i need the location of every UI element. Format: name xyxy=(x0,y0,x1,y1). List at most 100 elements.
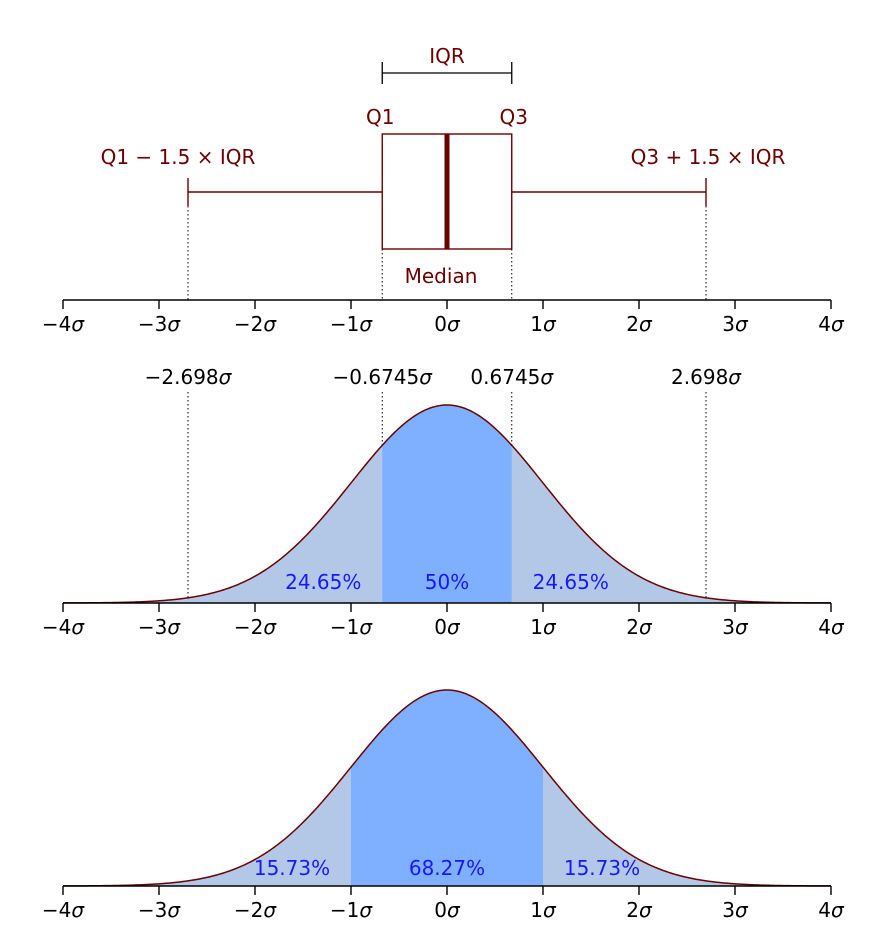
upper-whisker-label: Q3 + 1.5 × IQR xyxy=(631,145,786,169)
axis-tick-label-sigma: σ xyxy=(543,312,557,336)
axis-tick-label: 4σ xyxy=(818,615,845,639)
axis-tick-label-sigma: σ xyxy=(167,615,181,639)
shaded-region-center xyxy=(351,690,543,886)
axis-tick-label-sigma: σ xyxy=(543,615,557,639)
axis-tick-label-sigma: σ xyxy=(263,312,277,336)
axis-tick-label-number: −2 xyxy=(234,312,263,336)
axis-tick-label-number: −3 xyxy=(138,615,167,639)
boundary-label-number: −0.6745 xyxy=(333,365,420,389)
axis-tick-label-sigma: σ xyxy=(831,312,845,336)
axis-tick-label: 4σ xyxy=(818,898,845,922)
boundary-label: 0.6745σ xyxy=(470,365,554,389)
axis-tick-label-sigma: σ xyxy=(263,615,277,639)
axis-tick-label-sigma: σ xyxy=(639,898,653,922)
axis-tick-label-sigma: σ xyxy=(359,312,373,336)
axis-tick-label-number: 0 xyxy=(434,615,447,639)
axis-tick-label: 3σ xyxy=(722,615,749,639)
boundary-label: −2.698σ xyxy=(145,365,233,389)
axis-tick-label-number: −1 xyxy=(330,898,359,922)
axis-tick-label: 0σ xyxy=(434,898,461,922)
axis-tick-label-number: −4 xyxy=(42,312,71,336)
axis-tick-label-sigma: σ xyxy=(543,898,557,922)
quartile-boundary-labels: −2.698σ −0.6745σ 0.6745σ 2.698σ xyxy=(145,365,743,389)
axis-tick-label: −4σ xyxy=(42,898,85,922)
axis-tick-label-sigma: σ xyxy=(831,615,845,639)
axis-tick-label-number: 3 xyxy=(722,898,735,922)
axis-tick-label: −3σ xyxy=(138,312,181,336)
middle-sigma-axis: −4σ −3σ −2σ −1σ 0σ 1σ 2σ 3σ 4σ xyxy=(42,602,845,639)
boundary-label-sigma: σ xyxy=(419,365,433,389)
axis-tick-label: −2σ xyxy=(234,615,277,639)
axis-tick-label: −2σ xyxy=(234,312,277,336)
axis-tick-label: 2σ xyxy=(626,312,653,336)
boundary-label-sigma: σ xyxy=(728,365,742,389)
axis-tick-label-sigma: σ xyxy=(167,312,181,336)
axis-tick-label: 1σ xyxy=(530,898,557,922)
axis-tick-label-sigma: σ xyxy=(735,312,749,336)
boundary-label-number: −2.698 xyxy=(145,365,219,389)
q1-label: Q1 xyxy=(366,105,394,129)
axis-tick-label-number: −4 xyxy=(42,615,71,639)
axis-tick-label-sigma: σ xyxy=(735,615,749,639)
shaded-region-tail xyxy=(63,767,351,886)
normal-curve-quartiles: 24.65% 50% 24.65% xyxy=(63,404,831,604)
shaded-region-tail xyxy=(543,767,831,886)
boundary-label: −0.6745σ xyxy=(333,365,434,389)
axis-tick-label: −1σ xyxy=(330,898,373,922)
axis-tick-label-number: 2 xyxy=(626,312,639,336)
axis-tick-label-number: −2 xyxy=(234,898,263,922)
axis-tick-label: 4σ xyxy=(818,312,845,336)
axis-tick-label-sigma: σ xyxy=(167,898,181,922)
region-percent-label: 15.73% xyxy=(254,856,330,880)
axis-tick-label-sigma: σ xyxy=(639,615,653,639)
axis-tick-label: 3σ xyxy=(722,898,749,922)
axis-tick-label-sigma: σ xyxy=(447,615,461,639)
axis-tick-label: 2σ xyxy=(626,615,653,639)
axis-tick-label: −2σ xyxy=(234,898,277,922)
axis-tick-label-number: −1 xyxy=(330,615,359,639)
axis-tick-label-sigma: σ xyxy=(447,312,461,336)
region-percent-label: 68.27% xyxy=(409,856,485,880)
box-plot: IQR Q1 Q3 Q1 − 1.5 × IQR Q3 + 1.5 × IQR … xyxy=(101,44,786,288)
axis-tick-label-number: 4 xyxy=(818,898,831,922)
axis-tick-label-number: −4 xyxy=(42,898,71,922)
axis-tick-label-number: 1 xyxy=(530,312,543,336)
shaded-region-tail xyxy=(187,445,383,603)
axis-tick-label-sigma: σ xyxy=(71,312,85,336)
median-label: Median xyxy=(405,264,478,288)
axis-tick-label-sigma: σ xyxy=(71,615,85,639)
lower-whisker-label: Q1 − 1.5 × IQR xyxy=(101,145,256,169)
axis-tick-label-number: 4 xyxy=(818,615,831,639)
axis-tick-label: −3σ xyxy=(138,898,181,922)
boundary-label-sigma: σ xyxy=(219,365,233,389)
region-percent-label: 24.65% xyxy=(285,570,361,594)
axis-tick-label-sigma: σ xyxy=(359,898,373,922)
iqr-label: IQR xyxy=(429,44,465,68)
axis-tick-label-sigma: σ xyxy=(831,898,845,922)
axis-tick-label: −1σ xyxy=(330,312,373,336)
axis-tick-label-number: −3 xyxy=(138,312,167,336)
axis-tick-label: 0σ xyxy=(434,312,461,336)
axis-tick-label: −3σ xyxy=(138,615,181,639)
region-percent-label: 50% xyxy=(425,570,469,594)
boundary-label: 2.698σ xyxy=(671,365,742,389)
axis-tick-label-number: −2 xyxy=(234,615,263,639)
axis-tick-label: 1σ xyxy=(530,312,557,336)
bottom-sigma-axis: −4σ −3σ −2σ −1σ 0σ 1σ 2σ 3σ 4σ xyxy=(42,885,845,922)
boundary-label-sigma: σ xyxy=(540,365,554,389)
axis-tick-label: −4σ xyxy=(42,615,85,639)
axis-tick-label-number: −3 xyxy=(138,898,167,922)
axis-tick-label-number: 1 xyxy=(530,615,543,639)
axis-tick-label-sigma: σ xyxy=(735,898,749,922)
normal-curve-sigma: 15.73% 68.27% 15.73% xyxy=(63,689,831,887)
normal-curve-line xyxy=(63,689,831,887)
axis-tick-label-sigma: σ xyxy=(263,898,277,922)
axis-tick-label-sigma: σ xyxy=(71,898,85,922)
normal-curve-line xyxy=(63,404,831,604)
boundary-label-number: 0.6745 xyxy=(470,365,540,389)
top-sigma-axis: −4σ −3σ −2σ −1σ 0σ 1σ 2σ 3σ 4σ xyxy=(42,299,845,336)
shaded-region-center xyxy=(382,405,512,603)
axis-tick-label: 1σ xyxy=(530,615,557,639)
axis-tick-label: −1σ xyxy=(330,615,373,639)
